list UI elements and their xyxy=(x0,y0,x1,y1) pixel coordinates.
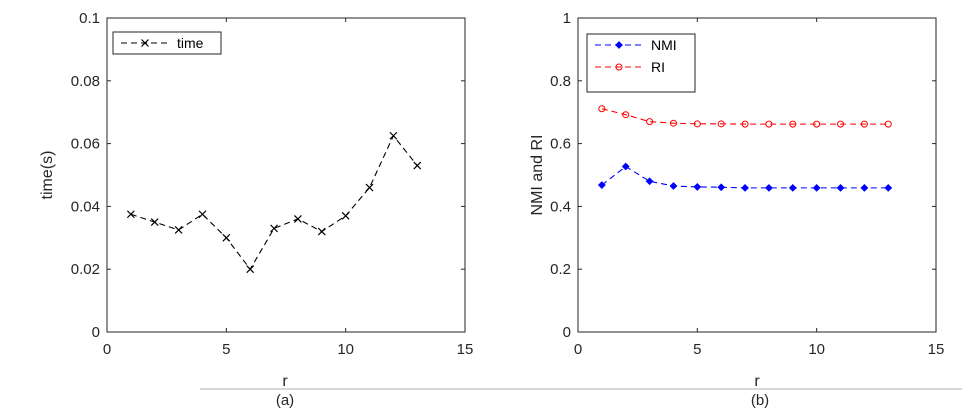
chart-b-point-nmi xyxy=(741,183,749,192)
chart-b-ytick-label: 1 xyxy=(563,10,571,27)
chart-b-point-ri xyxy=(765,120,773,128)
chart-a-marks: 0 5 10 15 0 0.02 0.04 0.06 0.08 0.1 time xyxy=(71,10,474,358)
chart-b-ylabel: NMI and RI xyxy=(529,135,546,216)
chart-b-ytick-label: 0.6 xyxy=(550,136,571,153)
chart-b-xtick-label: 0 xyxy=(574,341,582,358)
chart-a-point-time xyxy=(246,265,255,274)
chart-a-point-time xyxy=(294,215,302,223)
chart-a-point-time xyxy=(174,226,183,234)
chart-b-caption: (b) xyxy=(751,392,769,409)
chart-b-point-ri xyxy=(813,120,821,128)
chart-b-ytick-label: 0.2 xyxy=(550,261,571,278)
chart-b-point-nmi xyxy=(597,181,606,189)
chart-a-point-time xyxy=(365,183,374,192)
chart-b-point-nmi xyxy=(812,183,821,192)
chart-b-axes-box xyxy=(577,17,937,333)
chart-a-xtick-label: 10 xyxy=(337,341,354,358)
chart-a-point-time xyxy=(222,233,231,242)
chart-a-xlabel: r xyxy=(282,373,288,390)
chart-a-ytick-label: 0 xyxy=(92,324,100,341)
chart-a-point-time xyxy=(413,161,422,170)
chart-b-legend-marker xyxy=(615,41,623,49)
chart-b-point-ri xyxy=(646,118,654,126)
chart-b-point-nmi xyxy=(884,183,893,192)
chart-b-xtick-label: 5 xyxy=(693,341,701,358)
chart-a-ytick-label: 0.02 xyxy=(71,261,100,278)
chart-a-ylabel: time(s) xyxy=(39,151,56,200)
chart-a-point-time xyxy=(389,131,398,140)
chart-panel-b: 0 5 10 15 0 0.2 0.4 0.6 0.8 1 NMI RI r NMI and RI (… xyxy=(529,10,944,409)
chart-b-point-ri xyxy=(789,120,797,128)
chart-b-marks: 0 5 10 15 0 0.2 0.4 0.6 0.8 1 NMI RI xyxy=(550,10,944,358)
chart-b-series-line-ri xyxy=(601,108,889,125)
chart-panel-a: 0 5 10 15 0 0.02 0.04 0.06 0.08 0.1 time r time(s)… xyxy=(39,10,473,409)
chart-b-point-ri xyxy=(741,120,749,128)
chart-b-point-ri xyxy=(837,120,845,128)
chart-b-point-nmi xyxy=(788,183,797,192)
chart-b-point-ri xyxy=(860,120,868,128)
chart-b-point-ri xyxy=(669,119,677,127)
chart-b-point-nmi xyxy=(717,183,726,192)
chart-a-xtick-label: 15 xyxy=(457,341,474,358)
chart-b-legend-box xyxy=(586,33,696,93)
chart-b-point-nmi xyxy=(621,162,630,171)
chart-b-point-nmi xyxy=(836,183,845,192)
chart-b-point-nmi xyxy=(693,183,702,191)
chart-b-ytick-label: 0.4 xyxy=(550,198,571,215)
chart-b-xlabel: r xyxy=(754,373,760,390)
chart-a-ytick-label: 0.1 xyxy=(79,10,100,27)
chart-b-point-ri xyxy=(717,120,725,128)
chart-a-xtick-label: 5 xyxy=(222,341,230,358)
chart-b-legend-label-ri: RI xyxy=(651,59,665,75)
chart-b-ytick-label: 0 xyxy=(563,324,571,341)
chart-a-xtick-label: 0 xyxy=(103,341,111,358)
chart-a-point-time xyxy=(341,211,350,220)
chart-a-point-time xyxy=(150,218,159,227)
chart-b-point-nmi xyxy=(645,177,654,186)
chart-a-ytick-label: 0.08 xyxy=(71,73,100,90)
chart-b-ytick-label: 0.8 xyxy=(550,73,571,90)
chart-a-point-time xyxy=(270,224,278,233)
chart-a-ytick-label: 0.06 xyxy=(71,136,100,153)
chart-a-axes-box xyxy=(106,17,466,333)
chart-a-ytick-label: 0.04 xyxy=(71,198,100,215)
chart-b-legend-label-nmi: NMI xyxy=(651,37,677,53)
chart-a-point-time xyxy=(126,210,135,219)
chart-b-xtick-label: 15 xyxy=(928,341,945,358)
chart-b-point-nmi xyxy=(765,183,773,192)
chart-a-point-time xyxy=(198,210,207,219)
chart-b-xtick-label: 10 xyxy=(808,341,825,358)
chart-a-point-time xyxy=(317,227,326,236)
chart-b-point-ri xyxy=(884,120,892,128)
chart-a-legend-marker xyxy=(141,39,149,47)
chart-b-point-nmi xyxy=(860,183,869,192)
chart-b-legend-marker xyxy=(615,63,623,71)
chart-a-legend-label-time: time xyxy=(177,35,204,51)
chart-a-caption: (a) xyxy=(276,392,294,409)
chart-b-point-ri xyxy=(622,111,630,119)
chart-b-point-nmi xyxy=(669,182,678,190)
chart-b-point-ri xyxy=(693,120,701,128)
chart-b-point-ri xyxy=(598,105,606,113)
